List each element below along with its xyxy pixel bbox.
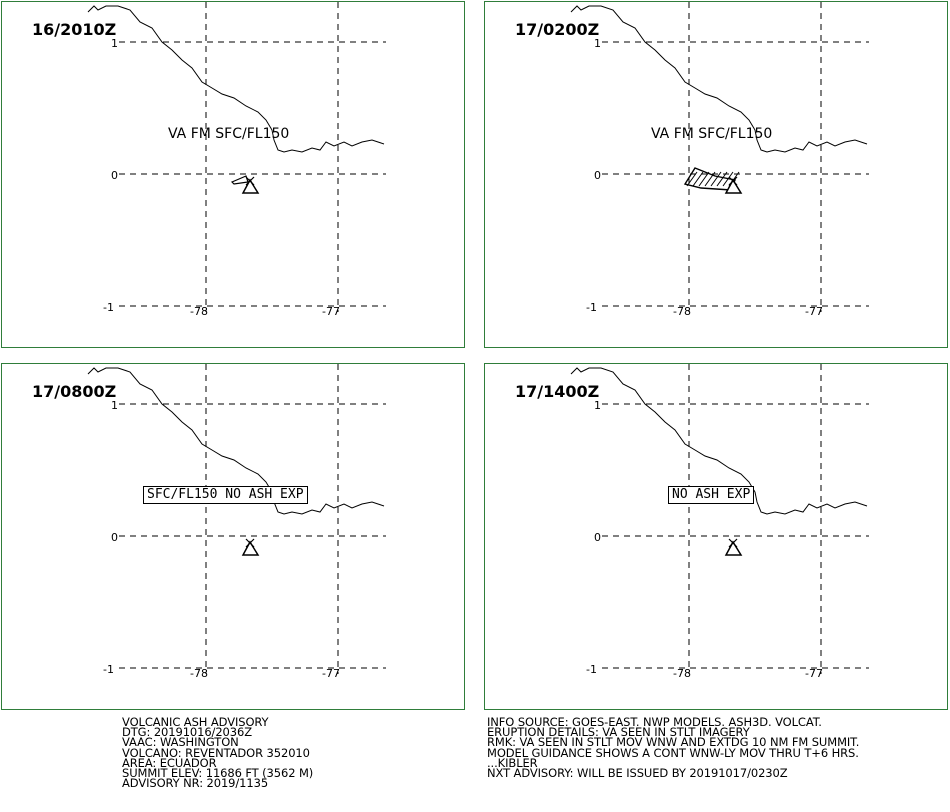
lat-label-0: 0 <box>594 531 601 544</box>
panel-time-label: 17/0800Z <box>32 382 117 401</box>
ash-hatch-line <box>704 171 716 187</box>
map-canvas <box>87 2 386 312</box>
lat-label-minus1: -1 <box>586 663 597 676</box>
coastline <box>87 367 385 515</box>
coastline <box>570 367 868 515</box>
advisory-line: RMK: VA SEEN IN STLT MOV WNW AND EXTDG 1… <box>487 735 860 750</box>
lon-label-minus78: -78 <box>673 667 691 680</box>
lat-label-minus1: -1 <box>103 301 114 314</box>
panel-time-label: 17/0200Z <box>515 20 600 39</box>
map-canvas <box>87 364 386 674</box>
volcano-mark <box>728 538 738 548</box>
ash-hatch-line <box>722 171 734 187</box>
lat-label-0: 0 <box>111 169 118 182</box>
advisory-line: VAAC: WASHINGTON <box>122 735 239 750</box>
volcano-triangle-icon <box>241 176 260 194</box>
map-canvas <box>570 364 869 674</box>
volcano-triangle-shape <box>724 540 743 556</box>
advisory-header-text: VOLCANIC ASH ADVISORY DTG: 20191016/2036… <box>122 715 314 791</box>
advisory-line: ERUPTION DETAILS: VA SEEN IN STLT IMAGER… <box>487 725 750 740</box>
ash-forecast-label: VA FM SFC/FL150 <box>651 126 773 142</box>
lat-label-1: 1 <box>594 37 601 50</box>
lon-label-minus78: -78 <box>190 667 208 680</box>
ash-cloud-area <box>230 175 249 185</box>
lat-label-0: 0 <box>111 531 118 544</box>
advisory-line: MODEL GUIDANCE SHOWS A CONT WNW-LY MOV T… <box>487 745 859 760</box>
advisory-line: DTG: 20191016/2036Z <box>122 725 252 740</box>
lon-label-minus77: -77 <box>805 667 823 680</box>
lon-label-minus77: -77 <box>322 667 340 680</box>
lon-label-minus78: -78 <box>673 305 691 318</box>
volcano-triangle-shape <box>241 540 260 556</box>
volcano-mark <box>728 176 738 186</box>
advisory-line: NXT ADVISORY: WILL BE ISSUED BY 20191017… <box>487 765 788 780</box>
ash-hatch-line <box>692 171 704 187</box>
lat-label-minus1: -1 <box>103 663 114 676</box>
lat-label-1: 1 <box>111 37 118 50</box>
map-canvas <box>570 2 869 312</box>
lat-label-1: 1 <box>111 399 118 412</box>
advisory-line: VOLCANIC ASH ADVISORY <box>122 715 269 729</box>
volcano-triangle-icon <box>724 538 743 556</box>
map-panel-2: 17/0200Z 1 0 -1 -78 -77 VA FM SFC/FL150 <box>484 1 948 348</box>
lon-label-minus77: -77 <box>322 305 340 318</box>
volcano-triangle-shape <box>241 178 260 194</box>
advisory-line: ADVISORY NR: 2019/1135 <box>122 776 269 791</box>
ash-hatch-line <box>710 171 722 187</box>
map-panel-4: 17/1400Z 1 0 -1 -78 -77 NO ASH EXP <box>484 363 948 710</box>
volcano-mark <box>245 176 255 186</box>
advisory-line: AREA: ECUADOR <box>122 755 217 770</box>
advisory-line: SUMMIT ELEV: 11686 FT (3562 M) <box>122 765 314 780</box>
lat-label-1: 1 <box>594 399 601 412</box>
ash-hatch-line <box>698 171 710 187</box>
volcano-triangle-icon <box>724 176 743 194</box>
panel-time-label: 17/1400Z <box>515 382 600 401</box>
lat-label-0: 0 <box>594 169 601 182</box>
advisory-details-text: INFO SOURCE: GOES-EAST. NWP MODELS. ASH3… <box>487 715 860 780</box>
ash-hatch-line <box>716 171 728 187</box>
volcano-triangle-icon <box>241 538 260 556</box>
volcano-mark <box>245 538 255 548</box>
ash-forecast-label: NO ASH EXP <box>668 486 755 504</box>
advisory-line: INFO SOURCE: GOES-EAST. NWP MODELS. ASH3… <box>487 715 822 729</box>
coastline <box>570 5 868 153</box>
advisory-line: VOLCANO: REVENTADOR 352010 <box>122 745 310 760</box>
ash-forecast-label: SFC/FL150 NO ASH EXP <box>143 486 308 504</box>
panel-time-label: 16/2010Z <box>32 20 117 39</box>
lon-label-minus77: -77 <box>805 305 823 318</box>
ash-forecast-label: VA FM SFC/FL150 <box>168 126 290 142</box>
advisory-line: ...KIBLER <box>487 755 538 770</box>
map-panel-1: 16/2010Z 1 0 -1 -78 -77 VA FM SFC/FL150 <box>1 1 465 348</box>
volcano-triangle-shape <box>724 178 743 194</box>
lat-label-minus1: -1 <box>586 301 597 314</box>
ash-hatch-line <box>686 171 698 187</box>
coastline <box>87 5 385 153</box>
map-panel-3: 17/0800Z 1 0 -1 -78 -77 SFC/FL150 NO ASH… <box>1 363 465 710</box>
lon-label-minus78: -78 <box>190 305 208 318</box>
